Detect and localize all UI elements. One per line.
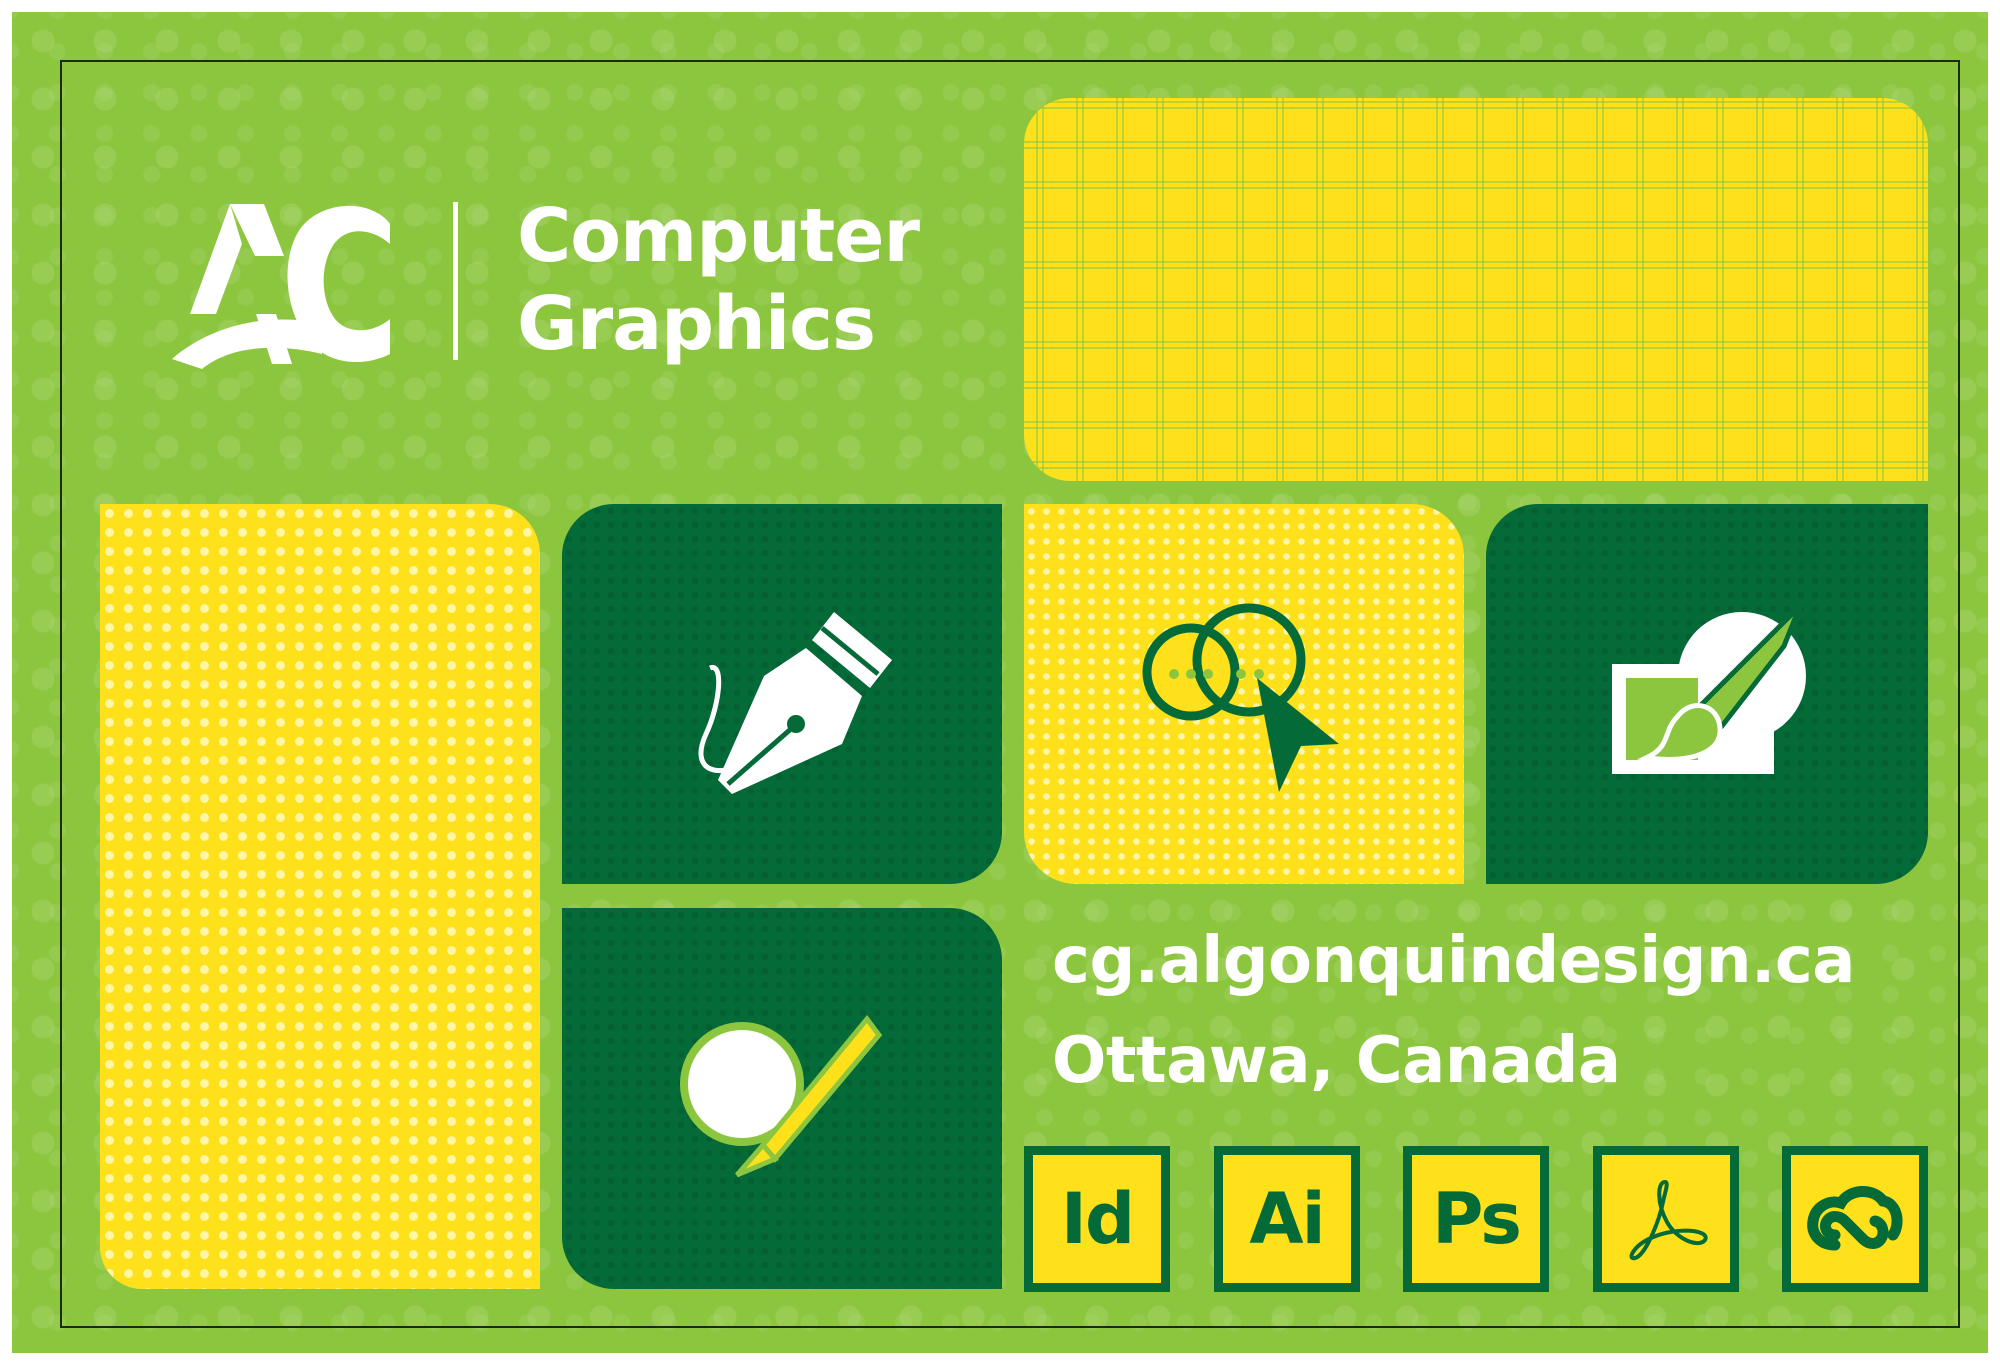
creative-cloud-icon xyxy=(1782,1146,1928,1292)
photoshop-label: Ps xyxy=(1432,1178,1522,1260)
indesign-label: Id xyxy=(1060,1178,1135,1260)
title-line-2: Graphics xyxy=(517,281,876,367)
yellow-dots-panel xyxy=(100,504,540,1289)
website-url: cg.algonquindesign.ca xyxy=(1052,924,1855,998)
program-title: Computer Graphics xyxy=(517,192,920,368)
ac-logo-icon xyxy=(172,204,390,369)
tile-circle-pencil xyxy=(562,908,1002,1289)
business-card: Computer Graphics xyxy=(12,12,1988,1353)
paintbrush-icon xyxy=(1612,604,1806,774)
logo-divider xyxy=(453,202,458,360)
photoshop-icon: Ps xyxy=(1403,1146,1549,1292)
tile-paintbrush xyxy=(1486,504,1928,884)
indesign-icon: Id xyxy=(1024,1146,1170,1292)
title-line-1: Computer xyxy=(517,193,920,279)
illustrator-label: Ai xyxy=(1249,1178,1325,1260)
tile-chat-cursor xyxy=(1024,504,1464,884)
acrobat-glyph xyxy=(1629,1179,1708,1261)
tile-pen xyxy=(562,504,1002,884)
illustrator-icon: Ai xyxy=(1213,1146,1360,1292)
app-badges: Id Ai Ps xyxy=(1024,1146,1928,1292)
circle-pencil-icon xyxy=(680,1014,883,1177)
acrobat-icon xyxy=(1592,1146,1739,1292)
creative-cloud-glyph xyxy=(1807,1186,1903,1251)
location-text: Ottawa, Canada xyxy=(1052,1024,1621,1098)
pen-nib-icon xyxy=(698,612,892,794)
chat-cursor-icon xyxy=(1142,603,1339,792)
yellow-grid-panel xyxy=(1024,98,1928,481)
